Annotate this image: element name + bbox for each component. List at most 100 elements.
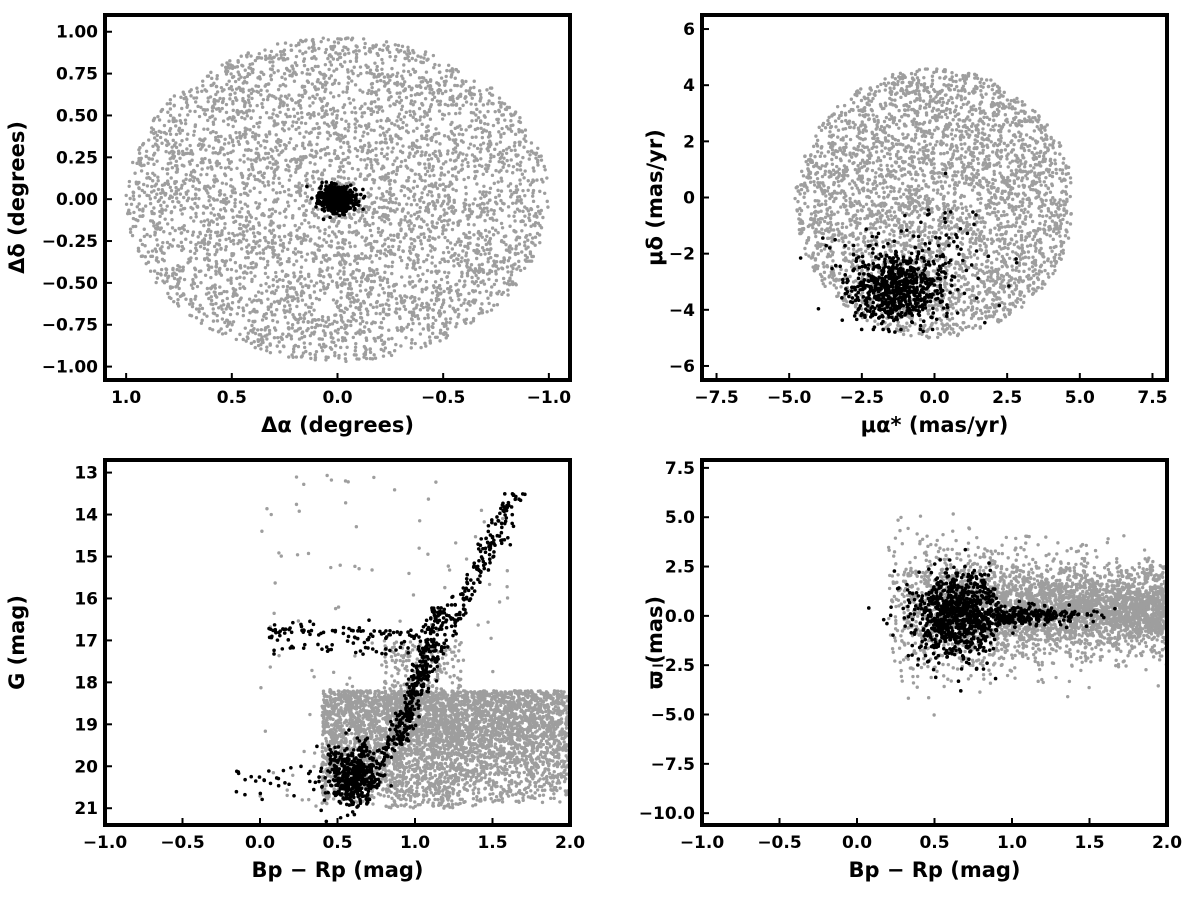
data-point-field [258, 120, 262, 125]
data-point-field [342, 176, 346, 180]
data-point-member [359, 192, 363, 197]
data-point-field [446, 149, 450, 153]
data-point-field [269, 77, 274, 82]
data-point-field [253, 177, 258, 182]
data-point-field [172, 103, 176, 108]
data-point-field [180, 149, 185, 154]
data-point-field [339, 161, 343, 165]
data-point-field [417, 235, 421, 239]
data-point-field [345, 87, 350, 91]
data-point-field [317, 177, 321, 181]
data-point-field [131, 194, 136, 198]
data-point-field [443, 89, 448, 94]
data-point-field [172, 150, 176, 154]
data-point-field [225, 318, 230, 323]
data-point-field [246, 251, 250, 256]
data-point-field [430, 291, 435, 295]
data-point-field [513, 140, 517, 145]
data-point-field [454, 150, 458, 154]
data-point-field [385, 206, 390, 210]
data-point-field [160, 108, 164, 112]
data-point-field [371, 177, 375, 182]
data-point-field [410, 313, 415, 318]
data-point-field [257, 231, 262, 236]
data-point-field [392, 349, 397, 353]
data-point-field [438, 287, 443, 291]
data-point-field [385, 189, 389, 194]
data-point-field [276, 122, 280, 126]
data-point-field [473, 164, 477, 169]
data-point-field [378, 141, 383, 145]
data-point-field [210, 83, 215, 87]
data-point-field [258, 251, 262, 255]
data-point-field [377, 186, 381, 190]
data-point-field [127, 179, 132, 184]
data-point-field [319, 323, 323, 327]
data-point-field [439, 166, 443, 170]
data-point-field [476, 276, 480, 281]
data-point-field [487, 130, 492, 135]
data-point-field [439, 277, 444, 282]
data-point-field [402, 299, 407, 303]
data-point-field [207, 144, 211, 148]
data-point-field [342, 242, 347, 246]
data-point-field [208, 95, 213, 99]
data-point-field [376, 73, 381, 77]
data-point-field [355, 154, 359, 159]
data-point-field [336, 272, 340, 276]
data-point-field [161, 279, 165, 283]
data-point-field [437, 269, 441, 273]
data-point-field [535, 215, 539, 219]
data-point-field [337, 136, 341, 140]
data-point-field [204, 292, 209, 296]
data-point-field [515, 207, 520, 211]
data-point-field [431, 164, 435, 169]
data-point-field [215, 163, 219, 168]
data-point-field [465, 214, 469, 218]
data-point-field [189, 148, 193, 153]
data-point-field [430, 213, 435, 218]
data-point-field [186, 113, 190, 117]
data-point-field [269, 166, 274, 170]
data-point-field [282, 189, 287, 194]
data-point-field [237, 73, 241, 77]
data-point-field [485, 247, 490, 252]
data-point-field [511, 266, 515, 271]
data-point-field [534, 151, 539, 155]
data-point-field [287, 93, 291, 97]
data-point-field [216, 230, 220, 234]
data-point-field [506, 184, 511, 188]
data-point-field [199, 105, 203, 110]
data-point-field [437, 195, 441, 199]
data-point-field [262, 171, 267, 176]
data-point-field [442, 324, 447, 329]
data-point-field [389, 353, 394, 358]
data-point-field [313, 357, 317, 362]
data-point-field [339, 37, 343, 41]
data-point-field [174, 159, 179, 164]
data-point-field [399, 98, 404, 103]
data-point-field [442, 173, 447, 177]
data-point-field [205, 248, 210, 252]
data-point-field [400, 126, 405, 130]
data-point-field [294, 54, 299, 59]
data-point-field [300, 285, 305, 289]
data-point-field [197, 307, 202, 311]
data-point-field [350, 69, 354, 73]
data-point-field [344, 45, 348, 50]
data-point-field [208, 326, 212, 331]
data-point-field [529, 259, 534, 263]
data-point-field [532, 214, 536, 218]
data-point-field [386, 236, 390, 241]
data-point-field [224, 331, 228, 335]
data-point-field [346, 140, 350, 145]
data-point-field [388, 222, 393, 226]
data-point-field [487, 133, 492, 137]
data-point-field [461, 103, 465, 108]
data-point-field [304, 155, 308, 159]
data-point-field [325, 145, 330, 150]
data-point-field [308, 201, 312, 205]
data-point-field [191, 207, 195, 211]
data-point-field [341, 252, 346, 257]
data-point-field [261, 97, 266, 102]
